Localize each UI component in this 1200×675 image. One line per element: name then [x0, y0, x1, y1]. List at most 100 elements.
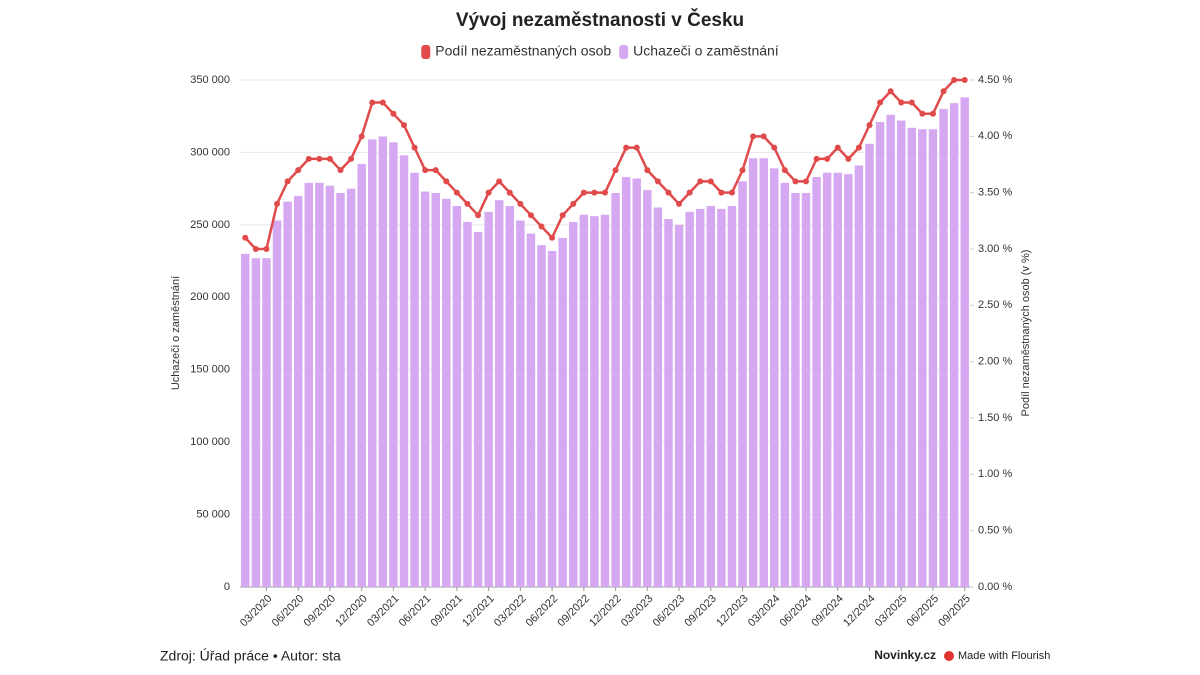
line-point — [898, 99, 905, 106]
legend: Podíl nezaměstnaných osob Uchazeči o zamě… — [421, 43, 779, 59]
y2-tick-label: 2.00 % — [978, 356, 1012, 368]
y2-tick-label: 0.50 % — [978, 525, 1012, 537]
bar — [569, 221, 578, 587]
line-point — [538, 223, 545, 230]
bar — [897, 120, 906, 587]
line-point — [877, 99, 884, 106]
y2-tick-label: 3.50 % — [978, 187, 1012, 199]
y-tick-label: 50 000 — [196, 508, 230, 520]
line-point — [855, 144, 862, 151]
bar — [272, 220, 282, 588]
bar — [484, 211, 493, 587]
bar — [293, 195, 303, 587]
line-point — [549, 234, 556, 241]
line-point — [295, 167, 302, 174]
bar — [420, 191, 430, 588]
bar — [368, 139, 377, 588]
line-point — [929, 110, 936, 117]
bar — [949, 103, 959, 588]
bar — [494, 200, 504, 587]
x-tick-label: 09/2020 — [302, 593, 339, 630]
bar — [389, 142, 398, 587]
bar — [241, 253, 250, 588]
bar — [674, 224, 684, 587]
y-tick-label: 250 000 — [190, 219, 230, 231]
y2-tick-label: 4.00 % — [978, 130, 1012, 142]
bar — [717, 208, 726, 587]
bar — [336, 192, 345, 587]
line-point — [284, 178, 291, 185]
x-tick-label: 03/2024 — [746, 593, 783, 630]
line-point — [707, 178, 714, 185]
line-point — [242, 234, 249, 241]
bar — [463, 221, 472, 587]
x-tick-label: 09/2025 — [936, 593, 973, 630]
line-point — [750, 133, 757, 140]
bar — [918, 129, 927, 587]
line-point — [506, 189, 513, 196]
bar — [865, 143, 874, 588]
publisher: Novinky.cz — [874, 648, 936, 662]
bar — [801, 192, 811, 587]
bar — [262, 258, 271, 587]
x-tick-label: 09/2022 — [555, 593, 592, 630]
bar — [960, 97, 969, 587]
bar — [526, 233, 536, 587]
y2-tick-label: 2.50 % — [978, 299, 1012, 311]
bar — [907, 127, 917, 587]
y2-tick-label: 4.50 % — [978, 74, 1012, 86]
x-tick-label: 03/2025 — [873, 593, 910, 630]
bar — [812, 177, 821, 587]
line-point — [686, 189, 693, 196]
line-point — [580, 189, 587, 196]
chart-title: Vývoj nezaměstnanosti v Česku — [456, 9, 744, 31]
bar — [621, 177, 631, 587]
y2-tick-label: 1.50 % — [978, 412, 1012, 424]
line-point — [961, 77, 968, 83]
flourish-icon — [944, 651, 954, 661]
x-tick-label: 06/2022 — [524, 593, 561, 630]
legend-swatch — [421, 45, 431, 59]
bar — [791, 192, 800, 587]
y2-axis-title: Podíl nezaměstnaných osob (v %) — [1020, 250, 1032, 417]
bar — [643, 190, 652, 587]
bar — [399, 155, 409, 587]
line-point — [475, 212, 482, 219]
bar — [738, 181, 747, 587]
bar — [939, 108, 948, 587]
line-point — [623, 144, 630, 151]
source: Zdroj: Úřad práce • Autor: sta — [160, 648, 341, 664]
bar — [600, 214, 610, 587]
line-point — [739, 167, 746, 174]
line-point — [326, 155, 333, 162]
line-point — [252, 246, 259, 252]
bar — [590, 216, 599, 587]
line-point — [665, 189, 672, 196]
line-point — [781, 167, 788, 174]
line-point — [771, 144, 778, 151]
line-point — [654, 178, 661, 185]
x-tick-label: 06/2024 — [778, 593, 815, 630]
bar — [875, 122, 885, 587]
line-point — [348, 155, 355, 162]
x-tick-label: 09/2023 — [682, 593, 719, 630]
bar — [664, 219, 673, 587]
x-tick-label: 12/2020 — [333, 593, 370, 630]
x-tick-label: 03/2021 — [365, 593, 402, 630]
line-point — [390, 110, 397, 117]
line-point — [316, 155, 323, 162]
bar — [706, 206, 716, 588]
bar — [442, 198, 451, 588]
bar — [431, 192, 440, 587]
line-point — [337, 167, 344, 174]
x-tick-label: 12/2022 — [587, 593, 624, 630]
y-axis-title: Uchazeči o zaměstnání — [170, 276, 182, 390]
line-point — [559, 212, 566, 219]
line-point — [432, 167, 439, 174]
bar — [928, 129, 938, 587]
line-point — [919, 110, 926, 117]
legend-label: Uchazeči o zaměstnání — [633, 43, 779, 59]
line-point — [453, 189, 460, 196]
